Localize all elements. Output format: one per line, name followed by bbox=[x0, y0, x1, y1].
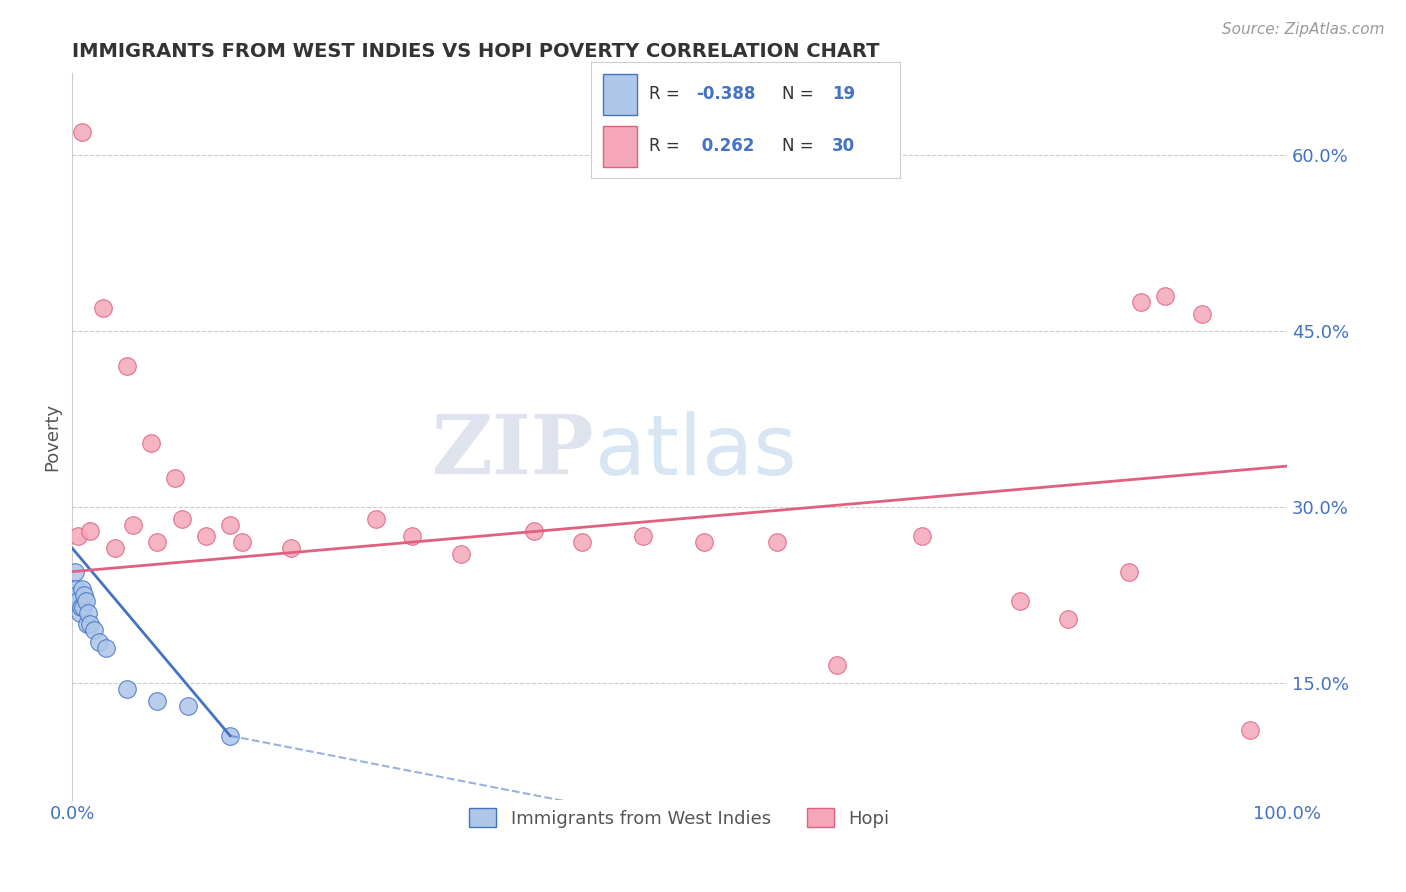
Point bbox=[1154, 289, 1177, 303]
Point bbox=[1118, 565, 1140, 579]
Text: R =: R = bbox=[650, 137, 685, 155]
Point bbox=[219, 517, 242, 532]
Text: Source: ZipAtlas.com: Source: ZipAtlas.com bbox=[1222, 22, 1385, 37]
Point bbox=[401, 529, 423, 543]
Point bbox=[96, 640, 118, 655]
Point bbox=[194, 529, 217, 543]
Point bbox=[72, 599, 94, 614]
Point bbox=[911, 529, 934, 543]
Text: N =: N = bbox=[782, 137, 820, 155]
Point bbox=[79, 617, 101, 632]
Text: 0.262: 0.262 bbox=[696, 137, 754, 155]
Point bbox=[146, 535, 169, 549]
Point bbox=[76, 617, 98, 632]
Point bbox=[73, 588, 96, 602]
Point bbox=[63, 565, 86, 579]
Point bbox=[70, 125, 93, 139]
Point bbox=[146, 693, 169, 707]
Point bbox=[1239, 723, 1261, 737]
Point bbox=[1130, 295, 1153, 310]
Point bbox=[122, 517, 145, 532]
Point bbox=[67, 529, 90, 543]
Point bbox=[176, 699, 198, 714]
Point bbox=[115, 681, 138, 696]
Text: 30: 30 bbox=[832, 137, 855, 155]
Point bbox=[693, 535, 716, 549]
Point bbox=[115, 359, 138, 374]
Point bbox=[69, 599, 91, 614]
Point bbox=[67, 594, 90, 608]
Text: -0.388: -0.388 bbox=[696, 85, 755, 103]
Point bbox=[66, 588, 89, 602]
Text: R =: R = bbox=[650, 85, 685, 103]
Point bbox=[523, 524, 546, 538]
Point bbox=[1008, 594, 1031, 608]
Text: 19: 19 bbox=[832, 85, 855, 103]
Point bbox=[280, 541, 302, 556]
FancyBboxPatch shape bbox=[603, 74, 637, 114]
Point bbox=[165, 471, 187, 485]
Point bbox=[65, 582, 87, 597]
Legend: Immigrants from West Indies, Hopi: Immigrants from West Indies, Hopi bbox=[463, 801, 897, 835]
Point bbox=[75, 594, 97, 608]
Point bbox=[170, 512, 193, 526]
Point bbox=[450, 547, 472, 561]
Point bbox=[364, 512, 387, 526]
Point bbox=[827, 658, 849, 673]
Point bbox=[219, 729, 242, 743]
Point bbox=[1057, 611, 1080, 625]
Text: atlas: atlas bbox=[595, 411, 796, 491]
FancyBboxPatch shape bbox=[603, 126, 637, 167]
Point bbox=[69, 606, 91, 620]
Text: ZIP: ZIP bbox=[432, 411, 595, 491]
Point bbox=[1191, 307, 1213, 321]
Point bbox=[79, 524, 101, 538]
Point bbox=[91, 301, 114, 315]
Point bbox=[70, 582, 93, 597]
Point bbox=[87, 635, 110, 649]
Point bbox=[141, 435, 163, 450]
Y-axis label: Poverty: Poverty bbox=[44, 403, 60, 471]
Text: IMMIGRANTS FROM WEST INDIES VS HOPI POVERTY CORRELATION CHART: IMMIGRANTS FROM WEST INDIES VS HOPI POVE… bbox=[72, 42, 880, 61]
Point bbox=[571, 535, 593, 549]
Point bbox=[765, 535, 787, 549]
Point bbox=[77, 606, 100, 620]
Point bbox=[83, 624, 105, 638]
Point bbox=[231, 535, 253, 549]
Point bbox=[631, 529, 654, 543]
Point bbox=[104, 541, 127, 556]
Text: N =: N = bbox=[782, 85, 820, 103]
